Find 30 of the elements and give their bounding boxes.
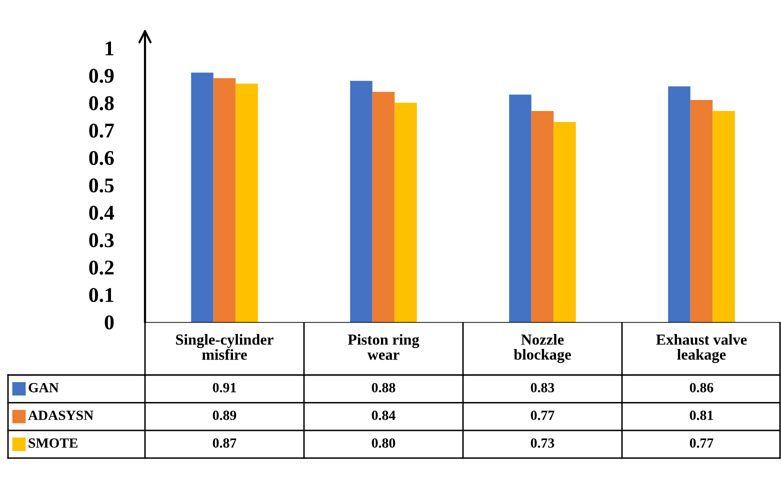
data-label: 0.77 [690,438,714,448]
x-tick-label: Piston ring wear [348,334,420,360]
y-tick-label: 0 [104,315,114,330]
y-tick-label: 0.2 [89,260,114,275]
y-tick-label: 0.7 [89,124,114,138]
x-tick-label: Single-cylinder misfire [176,334,274,360]
data-label: 0.88 [372,382,396,392]
x-tick-label: Exhaust valve leakage [656,334,747,363]
data-label: 0.77 [530,410,554,420]
y-tick-label: 0.9 [89,68,114,83]
data-label: 0.86 [690,382,714,392]
data-label: 0.84 [372,410,396,420]
data-label: 0.80 [372,438,396,448]
y-tick-label: 0.4 [89,206,114,220]
y-tick-label: 0.5 [89,178,114,193]
data-label: 0.73 [530,438,554,448]
y-tick-label: 0.8 [89,96,114,110]
data-label: 0.87 [212,438,236,448]
y-tick-label: 0.1 [89,288,114,302]
x-tick-label: Nozzle blockage [514,334,571,363]
data-label: 0.89 [212,410,236,420]
y-tick-label: 0.6 [89,150,114,166]
data-label: 0.83 [530,382,554,392]
data-label: 0.91 [212,382,236,392]
legend-label: GAN [28,382,59,392]
data-label: 0.81 [690,410,713,420]
y-tick-label: 0.3 [89,233,114,248]
y-tick-label: 1 [106,41,114,56]
legend-label: SMOTE [28,438,78,448]
legend-label: ADASYSN [28,410,94,420]
